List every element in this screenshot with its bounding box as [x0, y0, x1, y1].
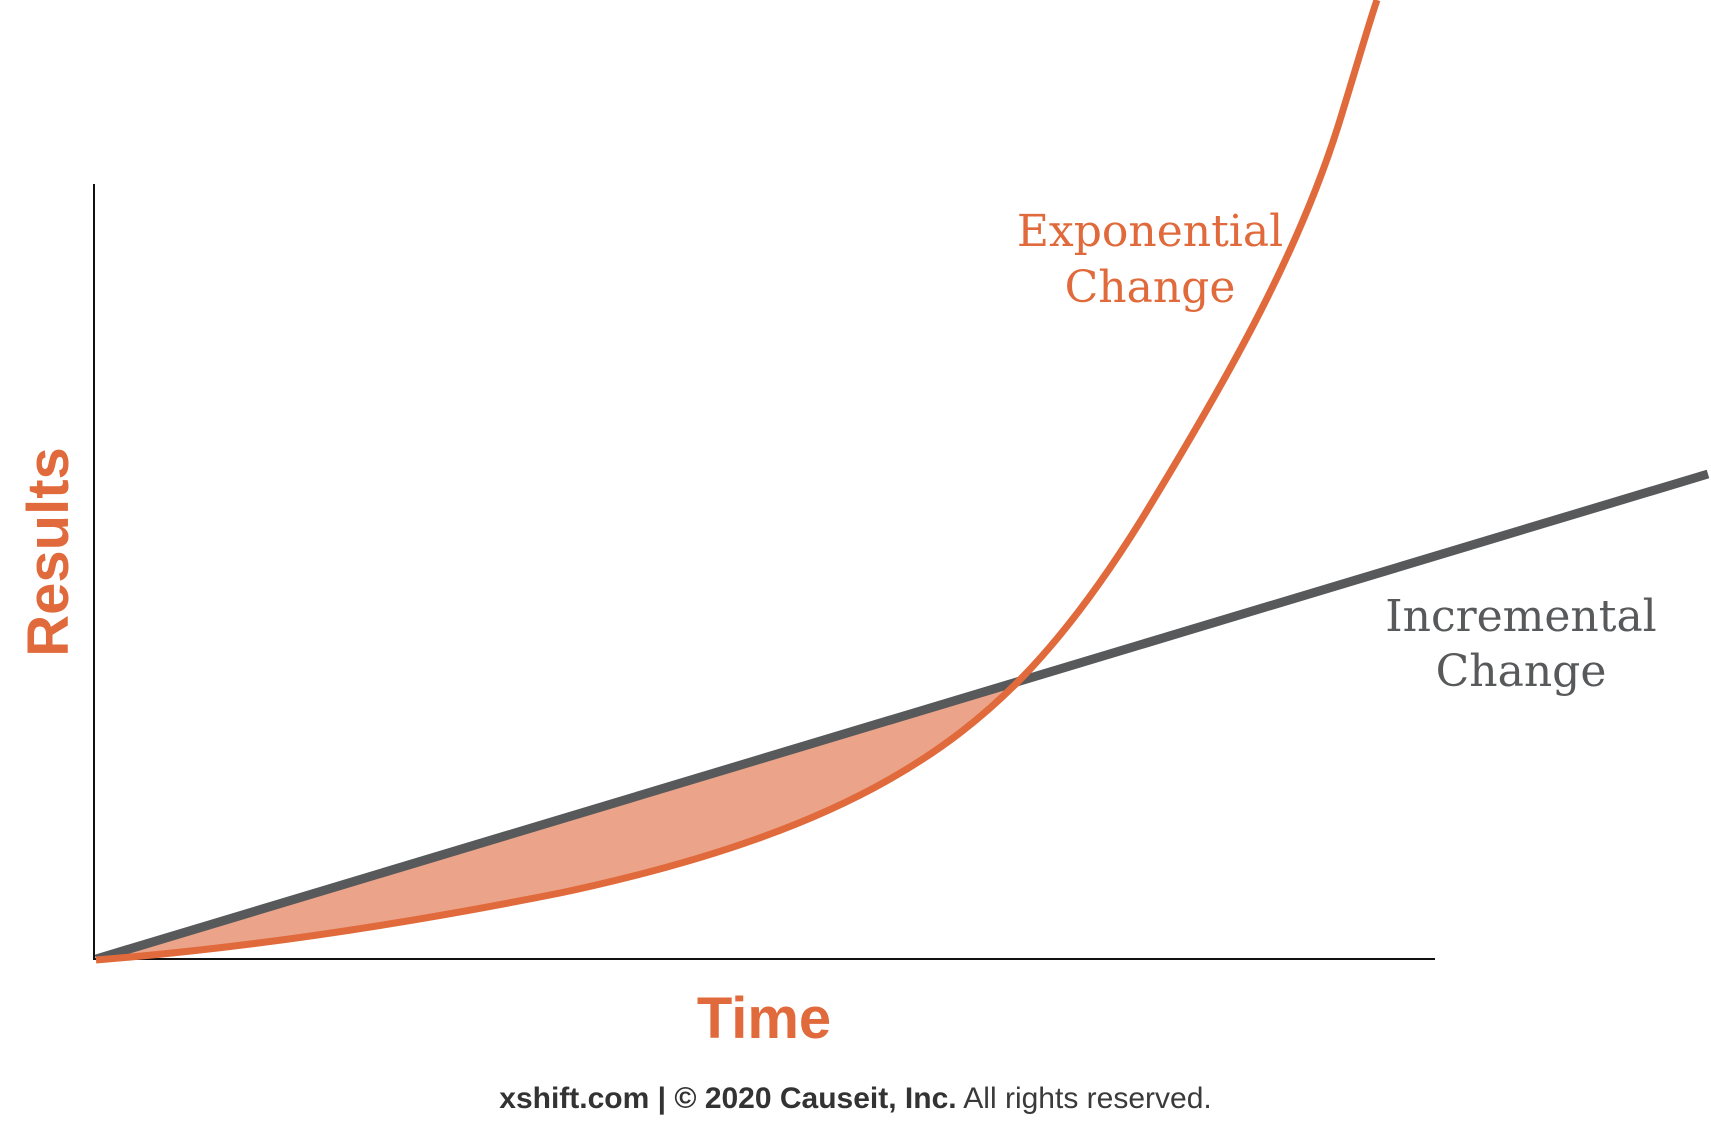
exponential-change-curve — [95, 0, 1381, 964]
incremental-change-line — [94, 469, 1710, 964]
exponential-label-line1: Exponential — [1017, 206, 1283, 257]
footer-bold-text: xshift.com | © 2020 Causeit, Inc. — [499, 1082, 957, 1115]
copyright-footer: xshift.com | © 2020 Causeit, Inc. All ri… — [0, 1082, 1711, 1116]
incremental-label-line2: Change — [1436, 646, 1607, 697]
y-axis-title: Results — [16, 447, 81, 657]
incremental-label-line1: Incremental — [1385, 591, 1657, 642]
exponential-label-line2: Change — [1065, 262, 1236, 313]
footer-rights-text: All rights reserved. — [956, 1082, 1212, 1115]
x-axis-title: Time — [697, 986, 831, 1051]
